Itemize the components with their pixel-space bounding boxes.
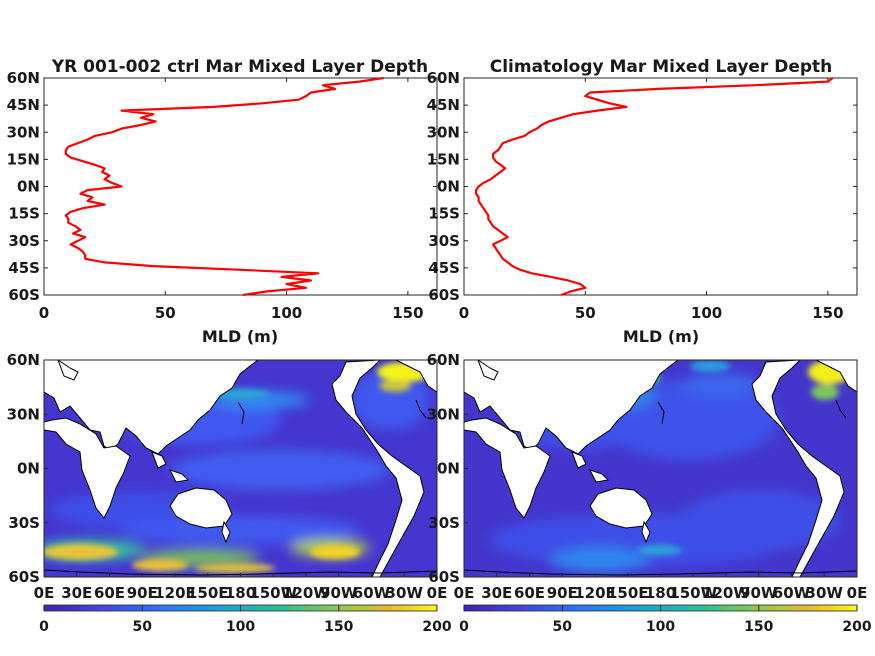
map-x-tick-label: 0E xyxy=(427,584,448,602)
mld-profile-line-ctrl xyxy=(64,76,384,297)
colorbar-tick-label: 0 xyxy=(459,619,469,635)
map-x-tick-label: 120E xyxy=(574,584,616,602)
x-tick-label: 150 xyxy=(812,304,843,322)
map-x-tick-label: 150W xyxy=(669,584,717,602)
map-x-tick-label: 90W xyxy=(320,584,358,602)
x-axis-label-clim: MLD (m) xyxy=(623,327,699,346)
mld-map-clim: 60S 30S 0N 30N 60N 0E 30E 60E 90E120E150E180150… xyxy=(427,351,868,602)
x-tick-label: 100 xyxy=(691,304,722,322)
y-tick-label: 60N xyxy=(7,69,40,87)
x-axis-label-ctrl: MLD (m) xyxy=(202,327,278,346)
profile-panel-ctrl: YR 001-002 ctrl Mar Mixed Layer Depth 60… xyxy=(7,57,438,346)
map-y-tick-labels-clim: 60S 30S 0N 30N 60N xyxy=(427,351,468,586)
map-x-tick-label: 60E xyxy=(514,584,545,602)
map-x-tick-label: 90E xyxy=(547,584,578,602)
map-x-tick-label: 30W xyxy=(806,584,844,602)
map-y-tick-label: 60S xyxy=(8,568,40,586)
x-tick-label: 0 xyxy=(39,304,49,322)
map-x-tick-label: 120W xyxy=(282,584,330,602)
panel-title-ctrl: YR 001-002 ctrl Mar Mixed Layer Depth xyxy=(51,57,428,77)
mld-map-ctrl: 60S 30S 0N 30N 60N 0E 30E 60E 90E120E150E180150… xyxy=(7,351,448,602)
y-tick-label: 60N xyxy=(427,69,460,87)
y-tick-label: 30S xyxy=(8,232,40,250)
profile-panel-clim: Climatology Mar Mixed Layer Depth 60S 45S… xyxy=(427,57,858,346)
map-x-tick-label: 180 xyxy=(645,584,676,602)
map-y-tick-label: 60N xyxy=(7,351,40,369)
colorbar-tick-label: 200 xyxy=(842,619,871,635)
map-y-tick-label: 30N xyxy=(427,405,460,423)
colorbar-ctrl: 0 50 100 150 200 xyxy=(39,604,452,635)
map-x-tick-label: 120E xyxy=(154,584,196,602)
colorbar-tick-label: 100 xyxy=(646,619,675,635)
map-x-tick-label: 90E xyxy=(127,584,158,602)
map-x-tick-label: 60W xyxy=(353,584,391,602)
map-x-tick-label: 180 xyxy=(225,584,256,602)
y-tick-label: 45S xyxy=(428,259,460,277)
x-tick-label: 50 xyxy=(575,304,596,322)
map-y-tick-label: 0N xyxy=(437,460,460,478)
map-y-tick-label: 60S xyxy=(428,568,460,586)
x-tick-labels-ctrl: 0 50 100 150 xyxy=(39,78,424,322)
map-x-tick-label: 0E xyxy=(847,584,868,602)
mld-profile-line-clim xyxy=(475,77,834,297)
colorbar-tick-label: 150 xyxy=(324,619,353,635)
x-tick-labels-clim: 0 50 100 150 xyxy=(459,78,844,322)
y-tick-label: 45N xyxy=(427,96,460,114)
colorbar-tick-label: 0 xyxy=(39,619,49,635)
map-x-tick-label: 150E xyxy=(187,584,229,602)
map-y-tick-label: 30S xyxy=(8,514,40,532)
y-tick-label: 60S xyxy=(428,286,460,304)
colorbar-tick-label: 200 xyxy=(422,619,451,635)
plot-frame-clim xyxy=(463,77,858,296)
map-x-tick-label: 30E xyxy=(481,584,512,602)
y-tick-label: 15N xyxy=(7,150,40,168)
colorbar-tick-labels-clim: 0 50 100 150 200 xyxy=(459,605,872,635)
y-tick-label: 60S xyxy=(8,286,40,304)
colorbar-tick-label: 150 xyxy=(744,619,773,635)
x-tick-label: 150 xyxy=(392,304,423,322)
plot-frame-ctrl xyxy=(43,77,438,296)
map-y-tick-label: 60N xyxy=(427,351,460,369)
y-tick-label: 15N xyxy=(427,150,460,168)
map-y-tick-label: 0N xyxy=(17,460,40,478)
x-tick-label: 50 xyxy=(155,304,176,322)
map-x-tick-label: 0E xyxy=(454,584,475,602)
y-tick-label: 15S xyxy=(428,205,460,223)
y-tick-label: 30N xyxy=(7,123,40,141)
colorbar-tick-label: 50 xyxy=(553,619,573,635)
colorbar-tick-labels-ctrl: 0 50 100 150 200 xyxy=(39,605,452,635)
y-tick-labels-clim: 60S 45S 30S 15S 0N 15N 30N 45N 60N xyxy=(427,69,857,304)
map-x-tick-label: 30E xyxy=(61,584,92,602)
y-tick-labels-ctrl: 60S 45S 30S 15S 0N 15N 30N 45N 60N xyxy=(7,69,437,304)
map-y-tick-labels-ctrl: 60S 30S 0N 30N 60N xyxy=(7,351,48,586)
panel-title-clim: Climatology Mar Mixed Layer Depth xyxy=(490,57,833,77)
y-tick-label: 0N xyxy=(17,178,40,196)
map-x-tick-label: 30W xyxy=(386,584,424,602)
x-tick-label: 0 xyxy=(459,304,469,322)
colorbar-tick-label: 100 xyxy=(226,619,255,635)
y-tick-label: 45S xyxy=(8,259,40,277)
map-y-tick-label: 30N xyxy=(7,405,40,423)
map-x-tick-label: 150W xyxy=(249,584,297,602)
x-tick-label: 100 xyxy=(271,304,302,322)
map-x-tick-label: 120W xyxy=(702,584,750,602)
map-x-tick-label: 0E xyxy=(34,584,55,602)
y-tick-label: 0N xyxy=(437,178,460,196)
colorbar-tick-label: 50 xyxy=(133,619,153,635)
y-tick-label: 15S xyxy=(8,205,40,223)
map-x-tick-label: 60W xyxy=(773,584,811,602)
y-tick-label: 30S xyxy=(428,232,460,250)
map-x-tick-label: 60E xyxy=(94,584,125,602)
y-tick-label: 45N xyxy=(7,96,40,114)
y-tick-label: 30N xyxy=(427,123,460,141)
colorbar-clim: 0 50 100 150 200 xyxy=(459,604,872,635)
map-y-tick-label: 30S xyxy=(428,514,460,532)
map-x-tick-label: 150E xyxy=(607,584,649,602)
map-x-tick-label: 90W xyxy=(740,584,778,602)
